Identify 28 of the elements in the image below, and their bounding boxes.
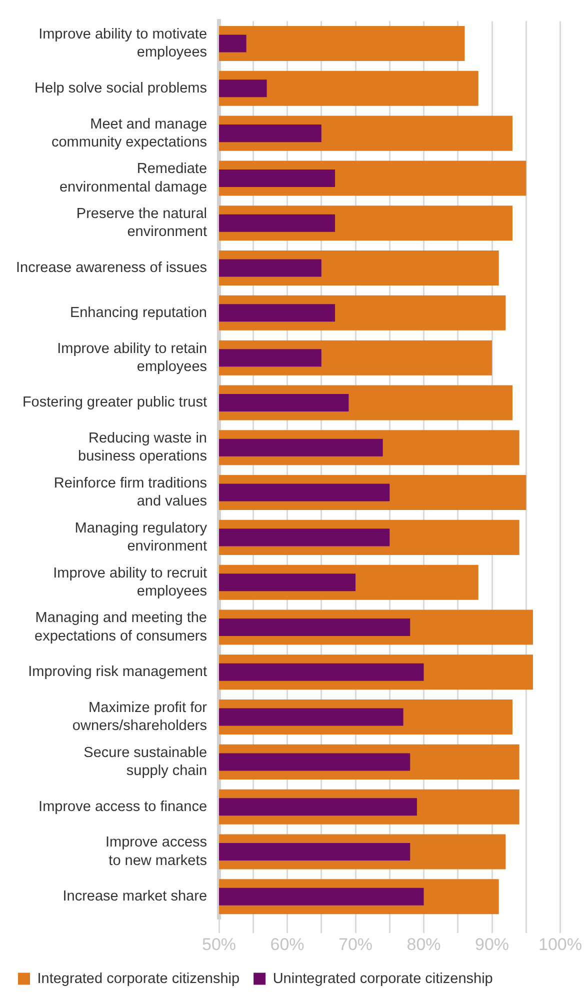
x-tick-label: 70% bbox=[338, 934, 373, 954]
y-tick-label: Remediate environmental damage bbox=[60, 161, 208, 196]
y-tick-label: Improve ability to recruit employees bbox=[53, 565, 208, 600]
y-tick-label: Improve access to finance bbox=[38, 798, 208, 815]
y-tick-label: Increase awareness of issues bbox=[16, 260, 208, 276]
y-tick-label: Help solve social problems bbox=[34, 80, 208, 96]
y-tick-label: Managing regulatory environment bbox=[74, 520, 208, 554]
x-tick-label: 100% bbox=[538, 934, 582, 954]
legend-label: Unintegrated corporate citizenship bbox=[272, 970, 493, 987]
x-tick-label: 80% bbox=[406, 934, 441, 954]
x-tick-label: 50% bbox=[202, 934, 236, 954]
y-tick-label: Improve ability to motivate employees bbox=[38, 26, 208, 61]
y-tick-label: Reinforce firm traditions and values bbox=[54, 475, 208, 510]
y-tick-label: Improve ability to retain employees bbox=[57, 340, 208, 375]
y-tick-label: Secure sustainable supply chain bbox=[84, 744, 208, 780]
y-tick-label: Managing and meeting the expectations of consumers bbox=[34, 610, 208, 644]
legend-label: Integrated corporate citizenship bbox=[37, 970, 240, 987]
y-tick-label: Preserve the natural environment bbox=[76, 206, 208, 240]
x-tick-label: 60% bbox=[270, 934, 304, 954]
y-tick-label: Fostering greater public trust bbox=[22, 394, 208, 411]
y-tick-label: Maximize profit for owners/shareholders bbox=[72, 700, 208, 734]
y-tick-label: Reducing waste in business operations bbox=[78, 430, 208, 465]
y-tick-label: Enhancing reputation bbox=[70, 304, 208, 321]
y-tick-label: Increase market share bbox=[62, 888, 208, 905]
y-tick-label: Improving risk management bbox=[28, 664, 208, 680]
x-tick-label: 90% bbox=[474, 934, 510, 954]
y-tick-label: Improve access to new markets bbox=[105, 834, 208, 869]
y-tick-label: Meet and manage community expectations bbox=[51, 116, 208, 150]
